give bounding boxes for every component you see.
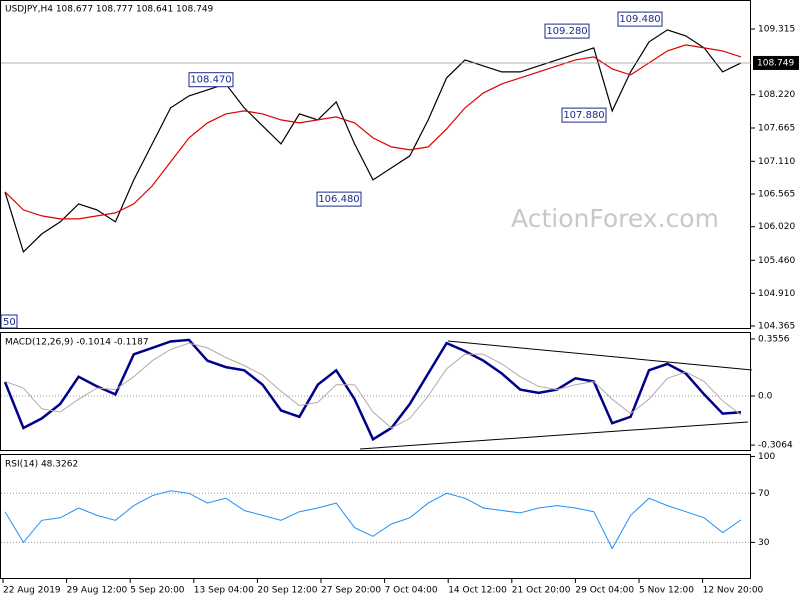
y-tick-label: 30 <box>758 538 770 548</box>
annotation-box <box>617 11 663 27</box>
annotation-box <box>316 191 362 207</box>
y-tick-label: 106.565 <box>758 190 795 200</box>
annotation-label: 109.280 <box>546 26 587 37</box>
x-tick-label: 20 Sep 12:00 <box>257 586 317 596</box>
x-tick-label: 13 Sep 04:00 <box>194 586 254 596</box>
chart-title: RSI(14) 48.3262 <box>5 460 78 470</box>
y-tick-label: 70 <box>758 489 770 499</box>
series-line <box>3 338 742 442</box>
chart-title: MACD(12,26,9) -0.1014 -0.1187 <box>5 338 149 348</box>
annotation-label: 50 <box>3 317 16 328</box>
y-tick-label: 108.220 <box>758 90 795 100</box>
y-tick-label: 104.910 <box>758 289 795 299</box>
trend-line <box>447 340 753 371</box>
macd-panel <box>0 332 751 451</box>
x-tick-label: 22 Aug 2019 <box>3 586 61 596</box>
annotation-label: 109.480 <box>619 14 660 25</box>
series-line <box>4 342 742 429</box>
x-tick-label: 7 Oct 04:00 <box>385 586 438 596</box>
annotation-box <box>544 23 590 39</box>
y-tick-label: 100 <box>758 452 775 462</box>
price-panel <box>0 0 751 329</box>
annotation-box <box>561 107 607 123</box>
annotation-label: 107.880 <box>563 110 604 121</box>
annotation-box <box>188 72 234 88</box>
annotation-label: 108.470 <box>190 75 231 86</box>
x-tick-label: 5 Nov 12:00 <box>639 586 694 596</box>
x-tick-label: 12 Nov 20:00 <box>703 586 764 596</box>
trend-line <box>359 421 749 450</box>
watermark: ActionForex.com <box>511 204 719 233</box>
x-tick-label: 29 Oct 04:00 <box>575 586 634 596</box>
series-line <box>4 490 742 550</box>
last-price-box <box>753 55 799 70</box>
x-tick-label: 29 Aug 12:00 <box>67 586 128 596</box>
y-tick-label: 107.665 <box>758 124 795 134</box>
y-tick-label: 107.110 <box>758 157 795 167</box>
y-tick-label: 0.3556 <box>758 334 790 344</box>
y-tick-label: 0.0 <box>758 391 773 401</box>
y-tick-label: 104.365 <box>758 322 795 332</box>
last-price-label: 108.749 <box>757 58 794 68</box>
rsi-panel <box>0 454 751 579</box>
annotation-box <box>0 314 18 329</box>
y-tick-label: 106.020 <box>758 222 795 232</box>
x-tick-label: 27 Sep 20:00 <box>321 586 381 596</box>
series-line <box>4 29 742 254</box>
x-tick-label: 14 Oct 12:00 <box>448 586 507 596</box>
series-line <box>4 44 742 220</box>
annotation-label: 106.480 <box>318 194 359 205</box>
y-tick-label: 105.460 <box>758 256 795 266</box>
chart-title: USDJPY,H4 108.677 108.777 108.641 108.74… <box>5 5 214 15</box>
y-tick-label: 109.315 <box>758 25 795 35</box>
x-tick-label: 5 Sep 20:00 <box>130 586 185 596</box>
y-tick-label: -0.3064 <box>758 441 793 451</box>
x-tick-label: 21 Oct 20:00 <box>512 586 571 596</box>
